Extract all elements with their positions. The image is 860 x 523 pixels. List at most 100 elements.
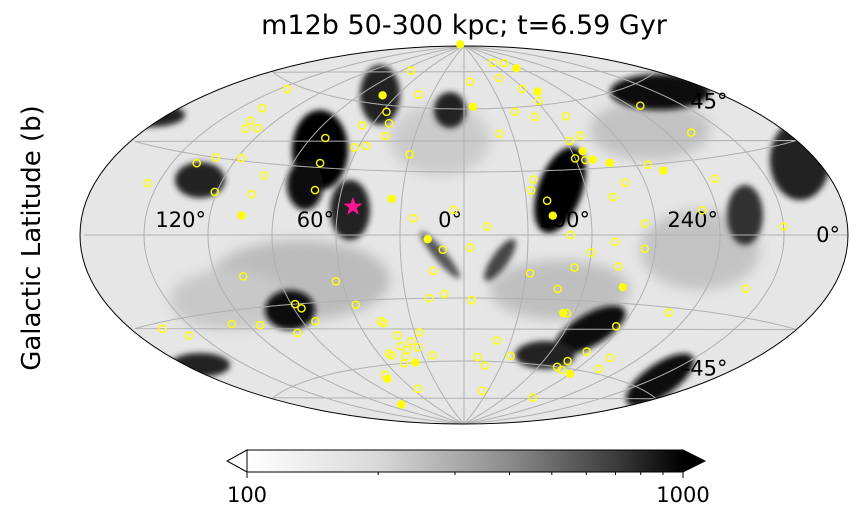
open-satellite-marker: [351, 300, 361, 310]
open-satellite-marker: [561, 111, 571, 121]
open-satellite-marker: [611, 237, 620, 246]
open-satellite-marker: [529, 175, 538, 184]
open-satellite-marker: [495, 129, 504, 138]
open-satellite-marker: [488, 58, 498, 68]
open-satellite-marker: [620, 178, 630, 187]
open-satellite-marker: [192, 158, 201, 168]
lon-tick-label: 60°: [297, 208, 334, 232]
open-satellite-marker: [245, 116, 255, 125]
open-satellite-marker: [608, 192, 618, 202]
open-satellite-marker: [483, 222, 492, 231]
lon-tick-label: 240°: [667, 208, 718, 232]
open-satellite-marker: [566, 230, 576, 240]
filled-satellite-marker: [423, 235, 432, 244]
open-satellite-marker: [157, 324, 167, 334]
open-satellite-marker: [143, 178, 152, 188]
open-satellite-marker: [405, 150, 415, 159]
open-satellite-marker: [611, 321, 621, 331]
graticule: [84, 46, 848, 424]
open-satellite-marker: [241, 124, 250, 133]
open-satellite-marker: [570, 263, 579, 272]
sky-density-map: [79, 45, 849, 425]
colorbar-gradient: [246, 449, 684, 473]
open-satellite-marker: [636, 101, 645, 110]
filled-satellite-marker: [512, 63, 521, 73]
colorbar: 100 1000: [225, 449, 710, 507]
open-satellite-marker: [257, 103, 267, 113]
open-satellite-marker: [779, 222, 788, 231]
longitude-gridline: [463, 46, 721, 424]
open-satellite-marker: [582, 347, 592, 356]
filled-satellite-marker: [618, 283, 627, 292]
open-satellite-marker: [384, 349, 394, 358]
open-satellite-marker: [331, 276, 341, 286]
open-satellite-marker: [320, 133, 330, 143]
open-satellite-marker: [664, 308, 674, 317]
open-satellite-marker: [210, 187, 220, 197]
open-satellite-marker: [542, 196, 552, 205]
open-satellite-marker: [575, 131, 585, 140]
open-satellite-marker: [350, 143, 360, 152]
filled-satellite-marker: [397, 400, 406, 409]
open-satellite-marker: [466, 243, 475, 252]
open-satellite-marker: [526, 185, 536, 195]
open-satellite-marker: [357, 121, 367, 130]
open-satellite-marker: [253, 123, 262, 133]
lon-tick-label: 0°: [438, 208, 462, 232]
open-satellite-marker: [396, 341, 406, 351]
host-star-marker: [343, 196, 363, 215]
longitude-gridline: [271, 46, 465, 424]
open-satellite-marker: [506, 351, 515, 361]
longitude-gridline: [143, 46, 465, 424]
open-satellite-marker: [384, 118, 394, 128]
open-satellite-marker: [413, 342, 423, 352]
open-satellite-marker: [528, 393, 538, 402]
open-satellite-marker: [292, 328, 302, 338]
filled-satellite-marker: [659, 166, 668, 175]
open-satellite-marker: [640, 244, 649, 254]
open-satellite-marker: [406, 66, 416, 75]
longitude-gridline: [463, 46, 785, 424]
open-satellite-marker: [594, 364, 604, 374]
colorbar-ticks: 100 1000: [227, 472, 710, 507]
open-satellite-marker: [380, 131, 390, 141]
open-satellite-marker: [525, 268, 535, 278]
open-satellite-marker: [741, 284, 750, 294]
colorbar-tick-label: 100: [227, 483, 267, 507]
filled-satellite-marker: [411, 358, 420, 367]
open-satellite-marker: [530, 112, 540, 122]
open-satellite-marker: [477, 386, 487, 396]
open-satellite-marker: [247, 189, 256, 199]
filled-satellite-marker: [533, 87, 542, 96]
open-satellite-marker: [414, 90, 423, 99]
open-satellite-marker: [259, 171, 269, 180]
open-satellite-marker: [467, 295, 477, 305]
open-satellite-marker: [406, 336, 416, 346]
filled-satellite-marker: [588, 155, 597, 164]
lon-tick-label: 120°: [155, 208, 206, 232]
open-satellite-marker: [382, 107, 391, 117]
open-satellite-marker: [586, 248, 596, 257]
open-satellite-marker: [399, 358, 409, 368]
open-satellite-marker: [413, 384, 423, 394]
filled-satellite-marker: [378, 91, 387, 100]
open-satellite-marker: [393, 331, 402, 340]
filled-satellite-marker: [578, 147, 587, 156]
open-satellite-marker: [552, 362, 562, 372]
longitude-tick-labels: 120° 60° 0° 300° 240°: [155, 208, 718, 232]
open-satellite-marker: [297, 303, 306, 313]
open-satellite-marker: [211, 153, 220, 162]
longitude-gridline: [207, 46, 465, 424]
open-satellite-marker: [428, 266, 438, 276]
open-satellite-marker: [697, 205, 707, 215]
open-satellite-marker: [710, 174, 720, 183]
filled-satellite-marker: [383, 374, 392, 383]
open-satellite-marker: [311, 316, 320, 326]
filled-satellite-marker: [559, 308, 568, 318]
filled-satellite-marker: [237, 211, 246, 220]
longitude-gridline: [463, 46, 593, 424]
open-satellite-marker: [310, 185, 320, 195]
open-satellite-marker: [534, 96, 544, 106]
open-satellite-marker: [402, 345, 412, 355]
